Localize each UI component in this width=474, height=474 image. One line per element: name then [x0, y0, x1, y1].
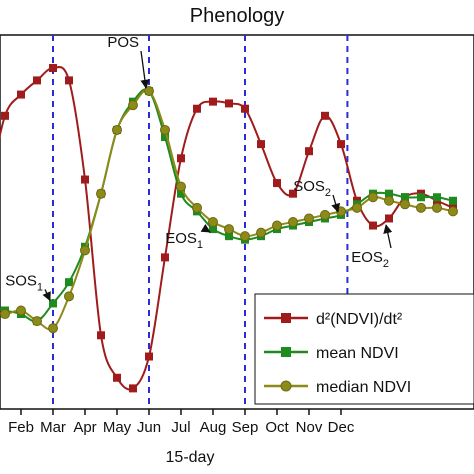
- series-0-point-3: [33, 76, 41, 85]
- series-0-point-17: [257, 140, 265, 149]
- series-0-point-16: [241, 104, 249, 113]
- series-1-point-29: [449, 196, 457, 205]
- x-axis-ticks: Feb Mar Apr May Jun Jul Aug Sep Oct Nov Dec: [8, 409, 355, 436]
- series-0-point-13: [193, 104, 201, 113]
- series-2-point-4: [48, 323, 58, 334]
- series-2-point-8: [112, 124, 122, 135]
- series-1-point-12: [177, 189, 185, 198]
- series-0-point-1: [1, 111, 9, 120]
- series-2-point-18: [272, 220, 282, 231]
- annotations-layer: POS SOS1 EOS1 SOS2 EOS2: [5, 34, 393, 302]
- series-0-point-4: [49, 64, 57, 73]
- series-2-point-6: [80, 245, 90, 256]
- legend-marker-2: [280, 380, 292, 392]
- series-2-point-19: [288, 217, 298, 227]
- series-0-point-15: [225, 99, 233, 108]
- series-2-point-17: [256, 227, 266, 238]
- series-0-point-11: [161, 253, 169, 262]
- annotation-4: EOS2: [351, 249, 389, 270]
- series-2-point-28: [432, 202, 442, 213]
- series-0-point-18: [273, 179, 281, 188]
- annotation-0: POS: [107, 34, 139, 51]
- series-0-point-5: [65, 76, 73, 85]
- series-2-point-2: [16, 305, 26, 316]
- series-0-point-10: [145, 352, 153, 361]
- series-0-point-24: [369, 221, 377, 230]
- series-2-point-29: [448, 206, 458, 217]
- series-1-point-15: [225, 232, 233, 241]
- series-1-point-26: [401, 193, 409, 202]
- series-2-point-21: [320, 209, 330, 220]
- x-tick-label-1: Mar: [40, 419, 66, 436]
- series-0-point-12: [177, 154, 185, 163]
- chart-title: Phenology: [190, 5, 285, 27]
- annotation-arrow-0: [140, 50, 150, 89]
- x-tick-label-3: May: [103, 419, 132, 436]
- series-1-point-4: [49, 299, 57, 308]
- series-2-point-25: [384, 195, 394, 206]
- series-2-point-14: [208, 217, 218, 227]
- series-0-point-21: [321, 111, 329, 120]
- annotation-3: SOS2: [293, 178, 331, 199]
- x-tick-label-6: Aug: [200, 419, 227, 436]
- series-2-point-15: [224, 224, 234, 235]
- series-0-point-19: [289, 189, 297, 198]
- series-2-point-3: [32, 316, 42, 327]
- series-1-point-28: [433, 193, 441, 202]
- series-2-point-26: [400, 199, 410, 210]
- series-1-point-25: [385, 189, 393, 198]
- series-2-point-13: [192, 202, 202, 213]
- series-2-point-20: [304, 213, 314, 224]
- series-0-point-22: [337, 140, 345, 149]
- series-0-point-8: [113, 373, 121, 382]
- series-0-point-25: [385, 214, 393, 223]
- x-tick-label-8: Oct: [265, 419, 289, 436]
- x-tick-label-4: Jun: [137, 419, 161, 436]
- series-2-point-24: [368, 192, 378, 203]
- x-tick-label-5: Jul: [171, 419, 190, 436]
- series-2-point-27: [416, 202, 426, 213]
- series-2-point-11: [160, 124, 170, 135]
- series-2-point-12: [176, 181, 186, 192]
- annotation-arrow-2: [200, 223, 211, 233]
- series-2-point-5: [64, 291, 74, 302]
- series-line-1: [0, 88, 454, 323]
- series-0-point-9: [129, 384, 137, 393]
- series-0-point-6: [81, 175, 89, 184]
- annotation-1: SOS1: [5, 272, 43, 293]
- annotation-2: EOS1: [165, 230, 203, 251]
- x-axis-label: 15-day: [166, 449, 215, 466]
- series-0-point-2: [17, 90, 25, 99]
- series-1-point-5: [65, 278, 73, 287]
- series-2-point-1: [0, 309, 10, 320]
- series-2-point-16: [240, 231, 250, 242]
- series-layer: [0, 64, 458, 393]
- legend-label-1: mean NDVI: [316, 345, 399, 362]
- series-1-point-14: [209, 225, 217, 234]
- x-tick-label-0: Feb: [8, 419, 34, 436]
- series-1-point-27: [417, 193, 425, 202]
- legend: d²(NDVI)/dt² mean NDVI median NDVI: [254, 293, 474, 405]
- x-tick-label-9: Nov: [296, 419, 323, 436]
- annotation-arrow-4: [383, 224, 393, 249]
- legend-marker-0: [281, 313, 291, 323]
- series-2-point-9: [128, 100, 138, 111]
- legend-marker-1: [281, 347, 291, 357]
- x-tick-label-7: Sep: [232, 419, 259, 436]
- series-2-point-7: [96, 188, 106, 199]
- x-tick-label-2: Apr: [73, 419, 96, 436]
- series-2-point-23: [352, 202, 362, 213]
- legend-label-2: median NDVI: [316, 379, 411, 396]
- legend-label-0: d²(NDVI)/dt²: [316, 311, 403, 328]
- series-0-point-7: [97, 331, 105, 340]
- series-1-point-11: [161, 133, 169, 142]
- series-0-point-20: [305, 147, 313, 156]
- series-0-point-14: [209, 97, 217, 106]
- x-tick-label-10: Dec: [328, 419, 355, 436]
- annotation-arrow-1: [42, 289, 51, 302]
- plot-frame: [0, 34, 474, 410]
- annotation-arrow-3: [331, 194, 341, 213]
